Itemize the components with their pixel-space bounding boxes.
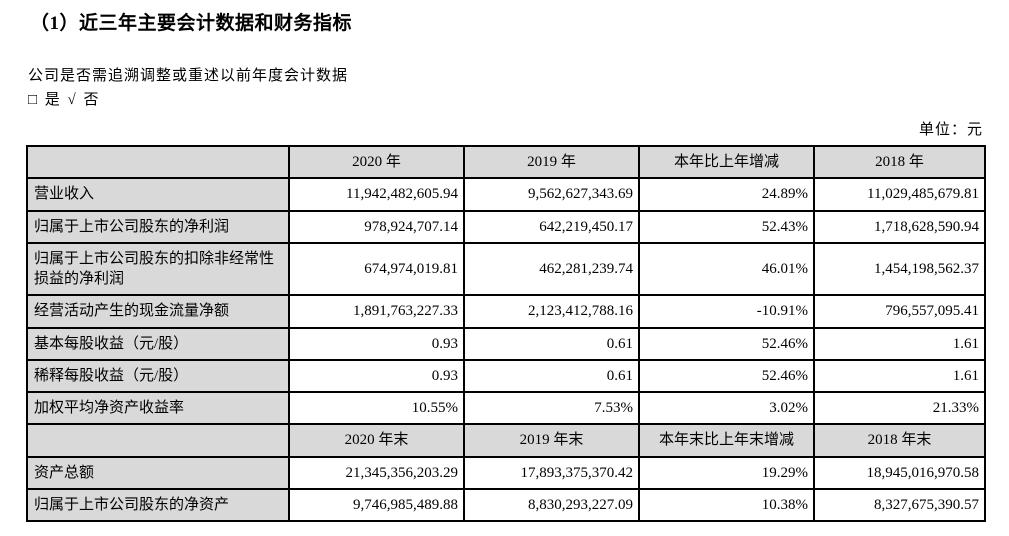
cell-value: 17,893,375,370.42: [463, 455, 640, 490]
cell-value: 52.46%: [638, 326, 815, 361]
table-row: 归属于上市公司股东的扣除非经常性损益的净利润 674,974,019.81 462,…: [26, 241, 986, 297]
header-empty-cell: [26, 144, 290, 180]
table-row: 资产总额 21,345,356,203.29 17,893,375,370.42 19…: [26, 455, 986, 490]
header-cell: 2020 年末: [288, 423, 465, 458]
row-label: 归属于上市公司股东的净利润: [26, 209, 290, 244]
cell-value: 1.61: [813, 326, 986, 361]
restatement-question: 公司是否需追溯调整或重述以前年度会计数据: [28, 68, 349, 84]
cell-value: 8,830,293,227.09: [463, 487, 640, 523]
cell-value: 11,942,482,605.94: [288, 177, 465, 212]
cell-value: 19.29%: [638, 455, 815, 490]
cell-value: 46.01%: [638, 241, 815, 297]
table-row: 加权平均净资产收益率 10.55% 7.53% 3.02% 21.33%: [26, 390, 986, 426]
cell-value: 11,029,485,679.81: [813, 177, 986, 212]
row-label: 基本每股收益（元/股）: [26, 326, 290, 361]
row-label: 资产总额: [26, 455, 290, 490]
cell-value: 1,891,763,227.33: [288, 294, 465, 329]
table-row: 基本每股收益（元/股） 0.93 0.61 52.46% 1.61: [26, 326, 986, 361]
table-row: 经营活动产生的现金流量净额 1,891,763,227.33 2,123,412,7…: [26, 294, 986, 329]
table-row: 营业收入 11,942,482,605.94 9,562,627,343.69 24.…: [26, 177, 986, 212]
row-label: 稀释每股收益（元/股）: [26, 358, 290, 394]
cell-value: 0.61: [463, 358, 640, 394]
header-cell: 2018 年: [813, 144, 986, 180]
header-cell: 本年末比上年末增减: [638, 423, 815, 458]
row-label: 加权平均净资产收益率: [26, 390, 290, 426]
cell-value: 0.61: [463, 326, 640, 361]
row-label: 经营活动产生的现金流量净额: [26, 294, 290, 329]
cell-value: 674,974,019.81: [288, 241, 465, 297]
header-cell: 2020 年: [288, 144, 465, 180]
cell-value: 1.61: [813, 358, 986, 394]
cell-value: 1,718,628,590.94: [813, 209, 986, 244]
cell-value: 3.02%: [638, 390, 815, 426]
cell-value: 21.33%: [813, 390, 986, 426]
cell-value: 462,281,239.74: [463, 241, 640, 297]
unit-label: 单位：元: [918, 122, 983, 138]
header-cell: 本年比上年增减: [638, 144, 815, 180]
cell-value: 24.89%: [638, 177, 815, 212]
header-empty-cell: [26, 423, 290, 458]
cell-value: 0.93: [288, 326, 465, 361]
cell-value: 9,746,985,489.88: [288, 487, 465, 523]
row-label: 归属于上市公司股东的扣除非经常性损益的净利润: [26, 241, 290, 297]
cell-value: 0.93: [288, 358, 465, 394]
cell-value: 21,345,356,203.29: [288, 455, 465, 490]
header-cell: 2019 年末: [463, 423, 640, 458]
cell-value: 10.55%: [288, 390, 465, 426]
financial-table: 2020 年 2019 年本年比上年增减 2018 年营业收入 11,942,482,…: [26, 144, 986, 523]
page-title: （1）近三年主要会计数据和财务指标: [30, 13, 353, 34]
table-row: 稀释每股收益（元/股） 0.93 0.61 52.46% 1.61: [26, 358, 986, 394]
cell-value: 9,562,627,343.69: [463, 177, 640, 212]
header-cell: 2019 年: [463, 144, 640, 180]
cell-value: 10.38%: [638, 487, 815, 523]
cell-value: 8,327,675,390.57: [813, 487, 986, 523]
table-header-row: 2020 年 2019 年本年比上年增减 2018 年: [26, 144, 986, 180]
cell-value: 7.53%: [463, 390, 640, 426]
cell-value: 978,924,707.14: [288, 209, 465, 244]
cell-value: 1,454,198,562.37: [813, 241, 986, 297]
row-label: 归属于上市公司股东的净资产: [26, 487, 290, 523]
cell-value: 18,945,016,970.58: [813, 455, 986, 490]
cell-value: -10.91%: [638, 294, 815, 329]
table-row: 归属于上市公司股东的净资产 9,746,985,489.88 8,830,293,2…: [26, 487, 986, 523]
row-label: 营业收入: [26, 177, 290, 212]
cell-value: 52.43%: [638, 209, 815, 244]
financial-table-body: 2020 年 2019 年本年比上年增减 2018 年营业收入 11,942,482,…: [26, 144, 986, 523]
restatement-answer: □ 是 √ 否: [28, 92, 101, 108]
cell-value: 52.46%: [638, 358, 815, 394]
header-cell: 2018 年末: [813, 423, 986, 458]
cell-value: 2,123,412,788.16: [463, 294, 640, 329]
cell-value: 642,219,450.17: [463, 209, 640, 244]
table-header-row: 2020 年末 2019 年末 本年末比上年末增减 2018 年末: [26, 423, 986, 458]
table-row: 归属于上市公司股东的净利润 978,924,707.14 642,219,450.1…: [26, 209, 986, 244]
cell-value: 796,557,095.41: [813, 294, 986, 329]
